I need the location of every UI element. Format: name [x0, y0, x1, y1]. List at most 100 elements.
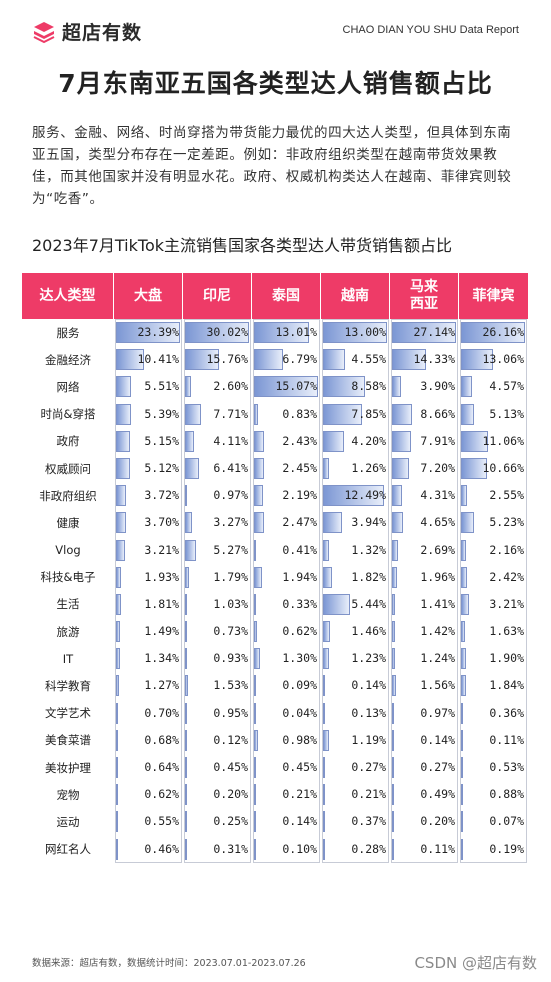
value-label: 1.32% [351, 542, 386, 557]
category-label: 科学教育 [45, 679, 91, 694]
value-cell: 2.45% [252, 455, 321, 482]
data-bar [323, 621, 331, 643]
category-label: Vlog [55, 543, 81, 558]
data-bar [392, 457, 409, 479]
data-bar [461, 485, 468, 507]
category-label: 健康 [56, 515, 80, 530]
table-row: 健康 3.70% 3.27% 2.47% 3.94% 4.65% 5.23% [22, 509, 530, 536]
data-bar [323, 349, 346, 371]
value-label: 1.46% [351, 624, 386, 639]
value-label: 3.94% [351, 515, 386, 530]
data-bar [461, 566, 467, 588]
value-label: 4.11% [213, 433, 248, 448]
value-cell: 15.07% [252, 373, 321, 400]
data-bar [185, 376, 191, 398]
value-label: 1.63% [489, 624, 524, 639]
data-bar [461, 675, 466, 697]
data-bar [254, 430, 265, 452]
data-bar [116, 811, 118, 833]
data-bar [185, 593, 188, 615]
data-bar [461, 593, 469, 615]
value-label: 4.57% [489, 379, 524, 394]
data-bar [392, 403, 413, 425]
value-cell: 2.69% [390, 537, 459, 564]
value-cell: 2.55% [459, 482, 528, 509]
data-bar [116, 838, 118, 860]
value-cell: 0.20% [390, 808, 459, 835]
table-row: Vlog 3.21% 5.27% 0.41% 1.32% 2.69% 2.16% [22, 537, 530, 564]
value-label: 0.53% [489, 760, 524, 774]
value-label: 12.49% [344, 488, 386, 503]
category-label: 服务 [56, 325, 80, 340]
value-cell: 1.56% [390, 672, 459, 699]
value-cell: 1.34% [114, 645, 183, 672]
logo-text: 超店有数 [62, 22, 143, 44]
data-bar [392, 322, 456, 343]
data-bar [254, 811, 256, 833]
value-cell: 0.62% [114, 781, 183, 808]
value-label: 2.43% [282, 433, 317, 448]
value-cell: 13.06% [459, 346, 528, 373]
data-bar [254, 675, 256, 697]
value-cell: 0.83% [252, 401, 321, 428]
value-cell: 1.53% [183, 672, 252, 699]
value-cell: 0.11% [390, 836, 459, 863]
data-bar [461, 757, 463, 778]
data-bar [185, 512, 192, 534]
data-bar [392, 838, 394, 860]
value-label: 27.14% [413, 325, 455, 339]
value-label: 8.66% [420, 406, 455, 421]
data-bar [323, 784, 325, 806]
value-label: 5.44% [351, 596, 386, 611]
value-label: 0.45% [213, 760, 248, 774]
value-label: 0.07% [489, 814, 524, 829]
value-cell: 1.46% [321, 618, 390, 645]
data-bar [461, 729, 463, 751]
category-label: 网红名人 [45, 842, 91, 857]
value-label: 1.81% [144, 596, 179, 611]
data-source-note: 数据来源：超店有数，数据统计时间：2023.07.01-2023.07.26 [32, 958, 306, 969]
value-cell: 0.45% [183, 754, 252, 781]
value-cell: 1.93% [114, 564, 183, 591]
data-bar [392, 621, 396, 643]
value-label: 1.26% [351, 460, 386, 475]
data-bar [392, 784, 394, 806]
value-label: 0.20% [420, 814, 455, 829]
value-cell: 3.90% [390, 373, 459, 400]
value-cell: 0.14% [321, 672, 390, 699]
value-cell: 0.36% [459, 700, 528, 727]
value-label: 3.90% [420, 379, 455, 394]
value-cell: 0.37% [321, 808, 390, 835]
value-cell: 1.23% [321, 645, 390, 672]
value-cell: 7.71% [183, 401, 252, 428]
data-bar [254, 621, 257, 643]
data-bar [116, 349, 145, 371]
value-label: 0.98% [282, 732, 317, 747]
value-cell: 6.41% [183, 455, 252, 482]
value-label: 0.83% [282, 406, 317, 421]
value-label: 14.33% [413, 352, 455, 367]
value-cell: 1.27% [114, 672, 183, 699]
value-cell: 0.13% [321, 700, 390, 727]
value-cell: 0.64% [114, 754, 183, 781]
data-bar [461, 648, 466, 670]
value-label: 0.62% [282, 624, 317, 639]
value-label: 1.24% [420, 651, 455, 666]
value-cell: 1.42% [390, 618, 459, 645]
value-cell: 0.45% [252, 754, 321, 781]
value-cell: 1.26% [321, 455, 390, 482]
table-row: 宠物 0.62% 0.20% 0.21% 0.21% 0.49% 0.88% [22, 781, 530, 808]
value-label: 5.13% [489, 406, 524, 421]
value-cell: 15.76% [183, 346, 252, 373]
watermark: CSDN @超店有数 [414, 954, 537, 972]
logo-icon [33, 21, 55, 43]
data-bar [392, 376, 402, 398]
value-label: 0.97% [213, 488, 248, 503]
category-label: 美妆护理 [45, 760, 91, 775]
table-body: 服务 23.39% 30.02% 13.01% 13.00% 27.14% 26.16% 金融… [22, 319, 530, 863]
data-bar [254, 784, 256, 806]
table-row: 非政府组织 3.72% 0.97% 2.19% 12.49% 4.31% 2.55% [22, 482, 530, 509]
table-row: 美妆护理 0.64% 0.45% 0.45% 0.27% 0.27% 0.53% [22, 754, 530, 781]
value-label: 1.30% [282, 651, 317, 666]
value-label: 0.21% [351, 787, 386, 802]
